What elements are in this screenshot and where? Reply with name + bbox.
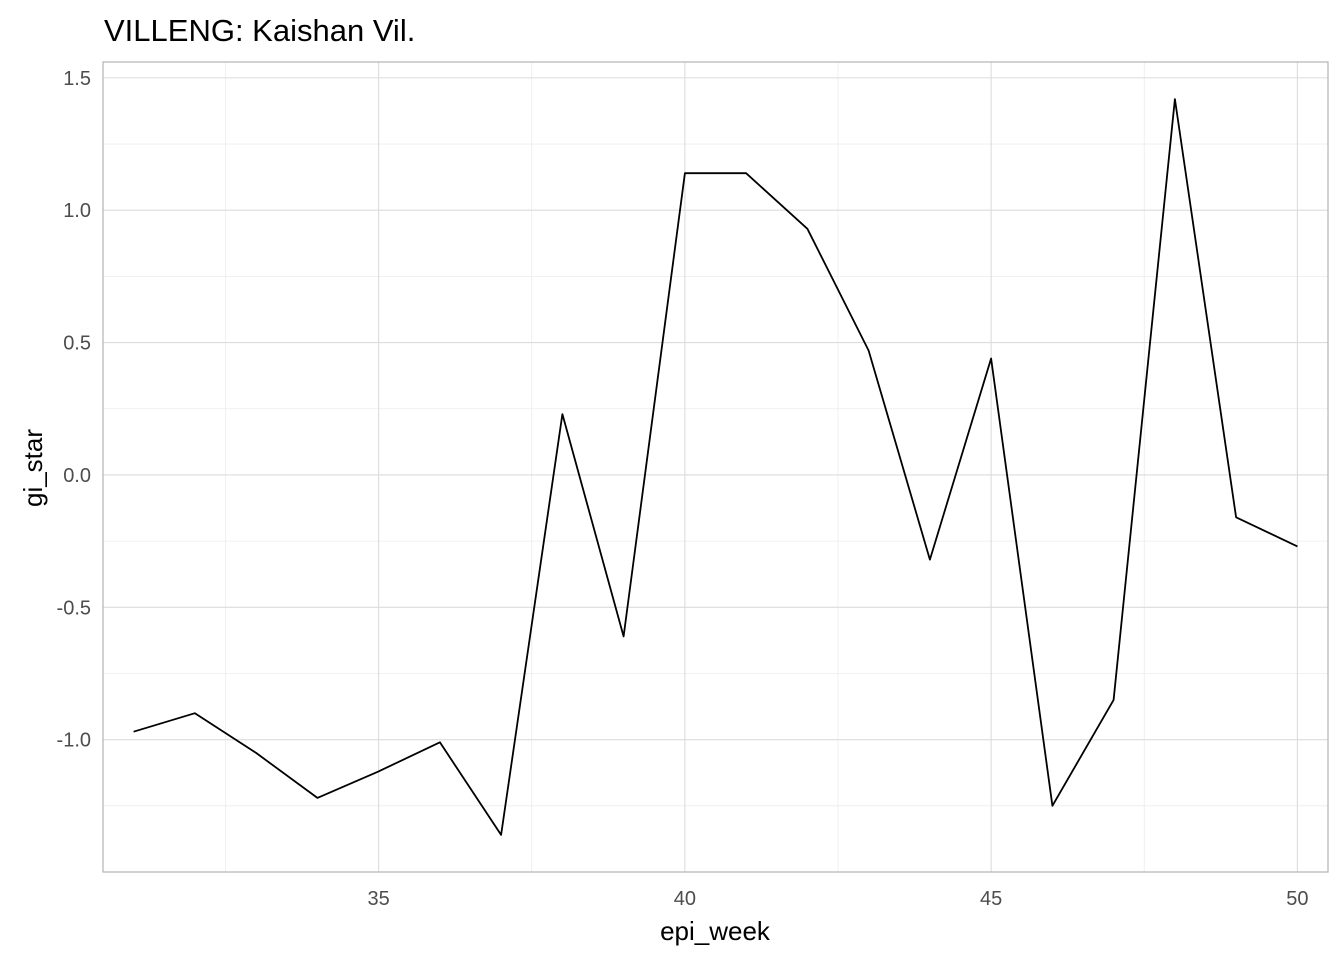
- y-tick-label: 0.0: [63, 465, 91, 487]
- x-tick-label: 50: [1286, 888, 1308, 910]
- y-tick-label: 0.5: [63, 333, 91, 355]
- y-tick-label: -1.0: [57, 730, 91, 752]
- chart-title: VILLENG: Kaishan Vil.: [104, 13, 415, 48]
- grid: [103, 62, 1328, 872]
- y-tick-label: 1.5: [63, 68, 91, 90]
- x-tick-label: 45: [980, 888, 1002, 910]
- x-tick-label: 35: [368, 888, 390, 910]
- x-axis-title: epi_week: [660, 916, 771, 946]
- plot-panel-border: [102, 61, 1329, 873]
- tick-labels: 35 40 45 50 -1.0 -0.5 0.0 0.5 1.0 1.5: [57, 68, 1309, 910]
- series-layer: [133, 98, 1298, 836]
- series-line: [133, 98, 1298, 836]
- y-axis-title: gi_star: [18, 429, 48, 507]
- y-tick-label: -0.5: [57, 597, 91, 619]
- y-tick-label: 1.0: [63, 200, 91, 222]
- x-tick-label: 40: [674, 888, 696, 910]
